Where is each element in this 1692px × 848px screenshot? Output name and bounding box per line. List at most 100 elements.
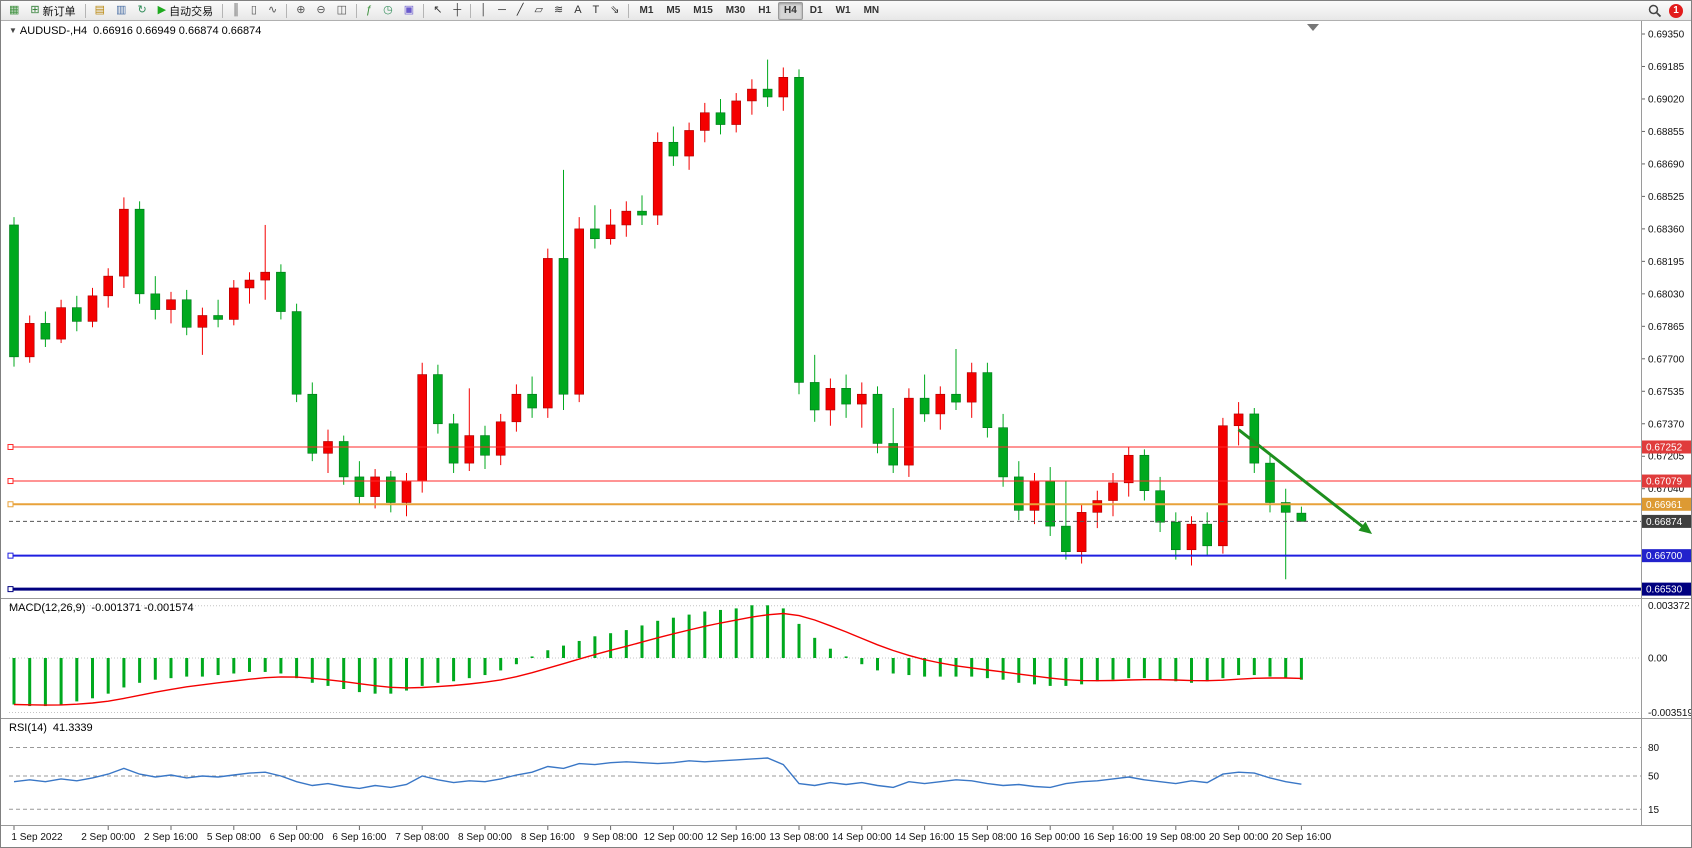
timeframe-w1-button[interactable]: W1 bbox=[835, 4, 851, 16]
horizontal-line-button[interactable]: ─ bbox=[493, 1, 511, 20]
autotrading-button[interactable]: ▶ 自动交易 bbox=[153, 1, 218, 20]
macd-bar bbox=[342, 658, 346, 689]
text-label-button[interactable]: T bbox=[588, 1, 605, 20]
cursor-button[interactable]: ↖ bbox=[428, 1, 447, 20]
candle-body bbox=[56, 307, 66, 340]
chart-area[interactable]: 0.69350 0.69185 0.69020 0.68855 0.68690 0.685… bbox=[1, 21, 1691, 848]
macd-bar bbox=[138, 658, 142, 683]
line-handle[interactable] bbox=[7, 443, 14, 450]
candle-body bbox=[762, 88, 773, 98]
chart-ohlc: 0.66916 0.66949 0.66874 0.66874 bbox=[93, 25, 262, 37]
candle-body bbox=[1155, 490, 1165, 523]
bar-chart-type-button[interactable]: ║ bbox=[227, 1, 245, 20]
trend-arrow[interactable] bbox=[1237, 428, 1369, 532]
indicators-button[interactable]: ƒ bbox=[361, 1, 377, 20]
time-tick-label: 19 Sep 08:00 bbox=[1146, 832, 1206, 843]
symbol-dropdown-icon[interactable]: ▼ bbox=[9, 26, 17, 35]
vertical-line-button[interactable]: │ bbox=[475, 1, 492, 20]
templates-button[interactable]: ▣ bbox=[399, 1, 419, 20]
macd-bar bbox=[483, 658, 487, 676]
macd-bar bbox=[310, 658, 314, 683]
zoom-out-button[interactable]: ⊖ bbox=[311, 1, 330, 20]
fibonacci-button[interactable]: ≋ bbox=[549, 1, 568, 20]
macd-bar bbox=[1174, 658, 1178, 682]
chart-svg[interactable]: 0.69350 0.69185 0.69020 0.68855 0.68690 0.685… bbox=[1, 21, 1691, 848]
profiles-button[interactable]: ▤ bbox=[90, 1, 110, 20]
macd-values: -0.001371 -0.001574 bbox=[91, 602, 194, 614]
macd-bar bbox=[703, 611, 707, 658]
price-badge bbox=[1642, 582, 1691, 596]
line-handle[interactable] bbox=[7, 478, 14, 485]
tile-windows-button[interactable]: ◫ bbox=[332, 1, 352, 20]
crosshair-icon: ┼ bbox=[453, 4, 462, 16]
candle-body bbox=[778, 77, 789, 98]
trend-arrow-head bbox=[1358, 521, 1373, 534]
macd-bar bbox=[420, 658, 424, 686]
macd-bar bbox=[1284, 658, 1288, 679]
search-icon[interactable] bbox=[1648, 4, 1662, 18]
macd-bar bbox=[530, 656, 534, 658]
macd-bar bbox=[1001, 658, 1005, 680]
text-button[interactable]: A bbox=[569, 1, 586, 20]
price-tick-label: 0.68525 bbox=[1648, 192, 1685, 203]
candlestick-type-button[interactable]: ▯ bbox=[246, 1, 262, 20]
rsi-line bbox=[13, 757, 1302, 790]
macd-bar bbox=[1158, 658, 1162, 680]
candle-body bbox=[229, 287, 239, 320]
macd-bar bbox=[185, 658, 189, 677]
candle-body bbox=[652, 141, 663, 216]
candle-body bbox=[1029, 480, 1040, 511]
timeframe-m1-button[interactable]: M1 bbox=[639, 4, 654, 16]
timeframe-d1-button[interactable]: D1 bbox=[809, 4, 823, 16]
line-handle[interactable] bbox=[7, 552, 14, 559]
macd-bar bbox=[91, 658, 94, 699]
price-tick-label: 0.67040 bbox=[1648, 484, 1685, 495]
new-order-button[interactable]: ⊞ 新订单 bbox=[25, 1, 80, 20]
candle-body bbox=[338, 441, 349, 478]
timeframe-m5-button[interactable]: M5 bbox=[666, 4, 681, 16]
macd-bar bbox=[248, 658, 251, 672]
price-badge-label: 0.66961 bbox=[1646, 500, 1683, 511]
timeframe-h1-button[interactable]: H1 bbox=[758, 4, 771, 16]
macd-bar bbox=[750, 605, 754, 658]
time-tick-label: 6 Sep 00:00 bbox=[270, 832, 324, 843]
time-axis[interactable]: 1 Sep 2022 2 Sep 00:00 2 Sep 16:00 5 Sep 08… bbox=[11, 826, 1332, 843]
candlesticks bbox=[9, 59, 1307, 580]
time-tick-label: 8 Sep 16:00 bbox=[521, 832, 575, 843]
new-chart-button[interactable]: ▦ bbox=[4, 1, 24, 20]
candle-body bbox=[1061, 525, 1071, 553]
trendline-button[interactable]: ╱ bbox=[512, 1, 529, 20]
refresh-button[interactable]: ↻ bbox=[132, 1, 151, 20]
candle-body bbox=[637, 210, 647, 216]
line-chart-type-button[interactable]: ∿ bbox=[263, 1, 282, 20]
macd-bar bbox=[1111, 658, 1115, 680]
macd-bar bbox=[624, 630, 628, 658]
timeframe-mn-button[interactable]: MN bbox=[863, 4, 880, 16]
candle-body bbox=[605, 224, 616, 240]
macd-bar bbox=[514, 658, 518, 665]
line-handle[interactable] bbox=[7, 586, 14, 593]
channel-button[interactable]: ▱ bbox=[530, 1, 548, 20]
candle-body bbox=[621, 210, 632, 226]
arrows-icon: ⇘ bbox=[610, 4, 620, 16]
notification-badge[interactable]: 1 bbox=[1669, 3, 1683, 18]
timeframe-m15-button[interactable]: M15 bbox=[693, 4, 713, 16]
macd-bar bbox=[562, 645, 565, 658]
timeframe-h4-button[interactable]: H4 bbox=[778, 1, 803, 20]
candle-body bbox=[919, 397, 930, 415]
candle-body bbox=[872, 393, 883, 444]
price-tick-label: 0.67205 bbox=[1648, 452, 1685, 463]
chart-shift-marker[interactable] bbox=[1307, 24, 1319, 31]
refresh-icon: ↻ bbox=[137, 4, 147, 16]
arrows-button[interactable]: ⇘ bbox=[605, 1, 624, 20]
periods-dropdown-button[interactable]: ◷ bbox=[378, 1, 398, 20]
zoom-in-button[interactable]: ⊕ bbox=[291, 1, 310, 20]
crosshair-button[interactable]: ┼ bbox=[448, 1, 466, 20]
line-handle[interactable] bbox=[7, 501, 14, 508]
candle-body bbox=[291, 311, 302, 395]
charts-list-button[interactable]: ▥ bbox=[111, 1, 131, 20]
price-axis[interactable]: 0.69350 0.69185 0.69020 0.68855 0.68690 0.685… bbox=[1641, 30, 1685, 496]
time-tick-label: 13 Sep 08:00 bbox=[769, 832, 829, 843]
timeframe-m30-button[interactable]: M30 bbox=[725, 4, 746, 16]
chart-symbol: AUDUSD-,H4 bbox=[19, 25, 88, 37]
